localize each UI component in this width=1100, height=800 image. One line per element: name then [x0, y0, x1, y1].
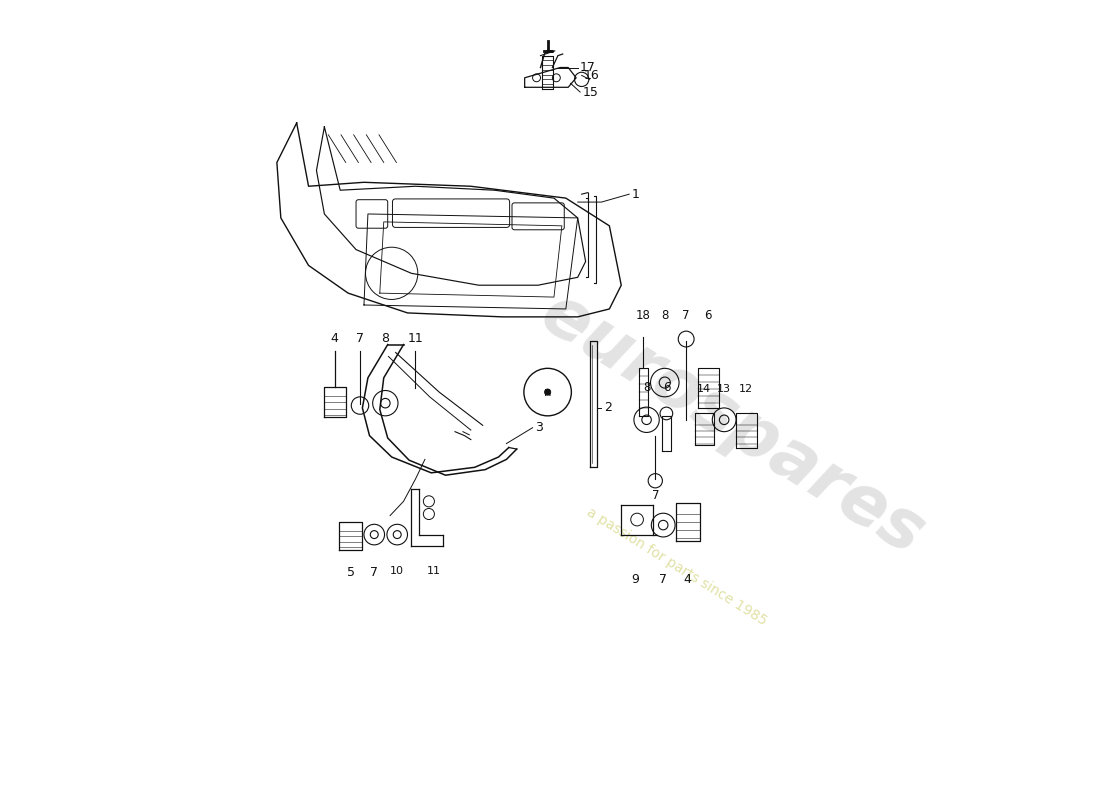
Text: 18: 18 [636, 310, 651, 322]
Text: 10: 10 [390, 566, 404, 576]
Text: eurospares: eurospares [528, 279, 936, 569]
Text: a passion for parts since 1985: a passion for parts since 1985 [584, 505, 769, 628]
Text: 11: 11 [427, 566, 441, 576]
Text: 1: 1 [631, 188, 639, 201]
Text: 7: 7 [371, 566, 378, 579]
Text: n: n [543, 386, 551, 398]
Text: 7: 7 [659, 573, 668, 586]
Text: 6: 6 [662, 382, 670, 394]
Text: 3: 3 [535, 422, 542, 434]
Circle shape [544, 389, 551, 395]
Text: 4: 4 [684, 573, 692, 586]
Text: 4: 4 [331, 331, 339, 345]
Text: 9: 9 [631, 573, 639, 586]
Text: 15: 15 [583, 86, 598, 98]
Text: 8: 8 [661, 310, 669, 322]
Text: 7: 7 [651, 490, 659, 502]
Text: 14: 14 [697, 385, 712, 394]
Text: 11: 11 [407, 331, 424, 345]
Text: 7: 7 [682, 310, 690, 322]
Text: 17: 17 [580, 61, 596, 74]
Text: 16: 16 [584, 69, 600, 82]
Text: 12: 12 [739, 385, 754, 394]
Text: 7: 7 [356, 331, 364, 345]
Text: 5: 5 [346, 566, 354, 579]
Text: 6: 6 [705, 310, 712, 322]
Text: 13: 13 [717, 385, 732, 394]
Text: 8: 8 [642, 382, 650, 394]
Text: 8: 8 [382, 331, 389, 345]
Text: 2: 2 [604, 402, 612, 414]
